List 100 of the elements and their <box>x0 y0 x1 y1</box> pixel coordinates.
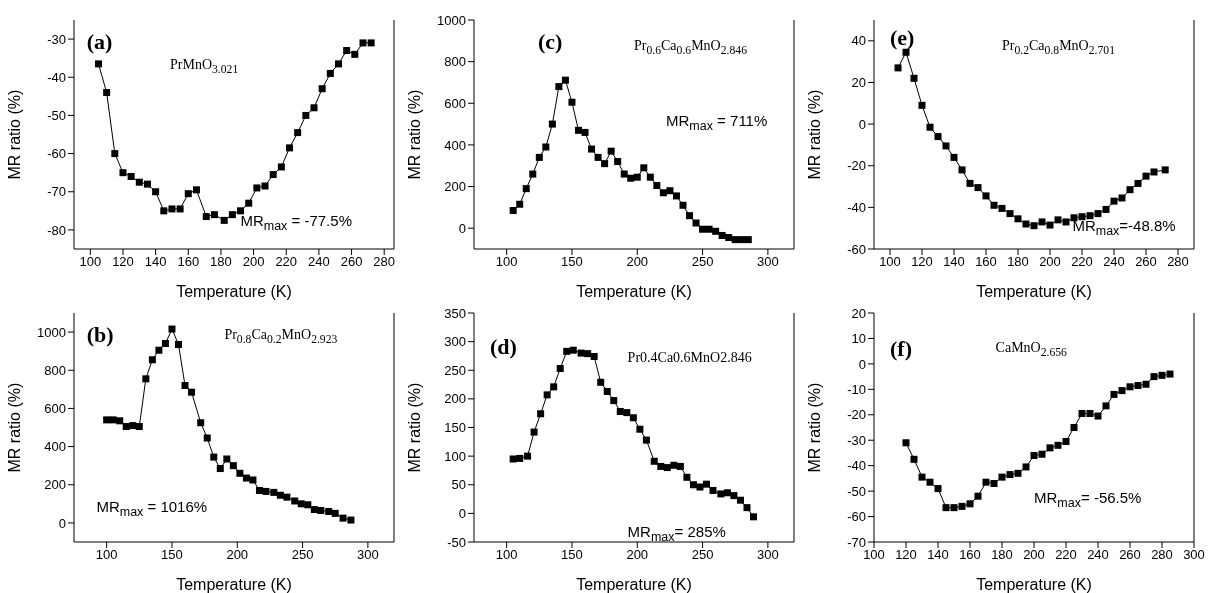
x-tick-label: 200 <box>226 547 249 563</box>
point <box>590 353 598 361</box>
point <box>584 350 592 358</box>
annotation: PrMnO$_{3.021}$ <box>170 56 239 76</box>
point <box>650 457 658 465</box>
point <box>982 192 990 200</box>
point <box>705 225 713 233</box>
y-tick-label: -50 <box>447 534 466 550</box>
y-tick-label: 0 <box>58 515 66 531</box>
point <box>663 464 671 472</box>
point <box>116 417 124 425</box>
point <box>304 501 312 509</box>
point <box>1054 441 1062 449</box>
x-tick-label: 240 <box>308 254 330 270</box>
y-axis-title: MR ratio (%) <box>405 382 423 473</box>
point <box>236 469 244 477</box>
point <box>127 172 135 180</box>
y-tick-label: -60 <box>847 509 866 525</box>
y-tick-label: 20 <box>851 305 866 321</box>
point <box>1150 168 1158 176</box>
point <box>276 491 284 499</box>
point <box>666 187 674 195</box>
point <box>614 158 622 166</box>
x-tick-label: 180 <box>991 547 1013 563</box>
y-tick-label: 600 <box>444 95 466 111</box>
point <box>174 340 182 348</box>
y-tick-label: 100 <box>444 448 466 464</box>
y-tick-label: -40 <box>47 69 66 85</box>
x-axis-title: Temperature (K) <box>576 283 692 300</box>
y-tick-label: -80 <box>47 222 66 238</box>
x-tick-label: 150 <box>161 547 183 563</box>
point <box>646 173 654 181</box>
x-tick-label: 120 <box>112 254 134 270</box>
point <box>1161 166 1169 174</box>
point <box>574 126 582 134</box>
y-tick-label: 250 <box>444 362 466 378</box>
point <box>588 145 596 153</box>
point <box>103 89 111 97</box>
point <box>1166 370 1174 378</box>
point <box>1030 222 1038 230</box>
point <box>152 188 160 196</box>
y-tick-label: 800 <box>44 362 66 378</box>
point <box>1022 463 1030 471</box>
point <box>1126 383 1134 391</box>
x-tick-label: 220 <box>275 254 298 270</box>
point <box>161 340 169 348</box>
point <box>679 201 687 209</box>
point <box>1014 215 1022 223</box>
annotation: MR$_{max}$ = 1016% <box>96 498 208 520</box>
point <box>610 397 618 405</box>
x-axis-title: Temperature (K) <box>176 283 292 300</box>
x-tick-label: 100 <box>495 254 518 270</box>
point <box>228 211 236 219</box>
annotation: (c) <box>538 29 563 56</box>
y-tick-label: 200 <box>444 179 466 195</box>
point <box>537 410 545 418</box>
x-tick-label: 150 <box>561 254 583 270</box>
annotation: (b) <box>86 322 114 349</box>
x-axis-title: Temperature (K) <box>976 283 1092 300</box>
point <box>509 206 517 214</box>
point <box>1110 390 1118 398</box>
point <box>942 142 950 150</box>
point <box>1070 424 1078 431</box>
point <box>561 76 569 84</box>
point <box>1030 451 1038 459</box>
point <box>950 504 958 512</box>
point <box>229 462 237 470</box>
y-tick-label: -60 <box>847 241 866 257</box>
point <box>542 143 550 151</box>
point <box>253 184 261 192</box>
x-tick-label: 160 <box>177 254 200 270</box>
point <box>642 436 650 444</box>
y-tick-label: 0 <box>458 505 466 521</box>
y-tick-label: -30 <box>47 31 66 47</box>
point <box>1078 410 1086 418</box>
x-tick-label: 280 <box>373 254 396 270</box>
point <box>918 101 926 109</box>
point <box>262 487 270 495</box>
y-axis-title: MR ratio (%) <box>405 89 423 180</box>
point <box>738 236 746 244</box>
annotation: Pr$_{0.2}$Ca$_{0.8}$MnO$_{2.701}$ <box>1002 38 1115 58</box>
point <box>94 60 102 68</box>
point <box>1110 197 1118 205</box>
point <box>129 422 137 430</box>
point <box>203 434 211 442</box>
annotation: (d) <box>490 333 517 360</box>
point <box>197 419 205 427</box>
y-axis-title: MR ratio (%) <box>805 382 823 473</box>
point <box>1134 179 1142 187</box>
point <box>286 144 294 152</box>
y-axis-title: MR ratio (%) <box>5 89 23 180</box>
y-tick-label: -50 <box>47 108 66 124</box>
point <box>522 185 530 193</box>
point <box>1102 205 1110 213</box>
point <box>1094 412 1102 420</box>
point <box>699 225 707 233</box>
point <box>269 171 277 179</box>
x-tick-label: 300 <box>357 547 379 563</box>
point <box>902 439 910 447</box>
point <box>148 356 156 364</box>
